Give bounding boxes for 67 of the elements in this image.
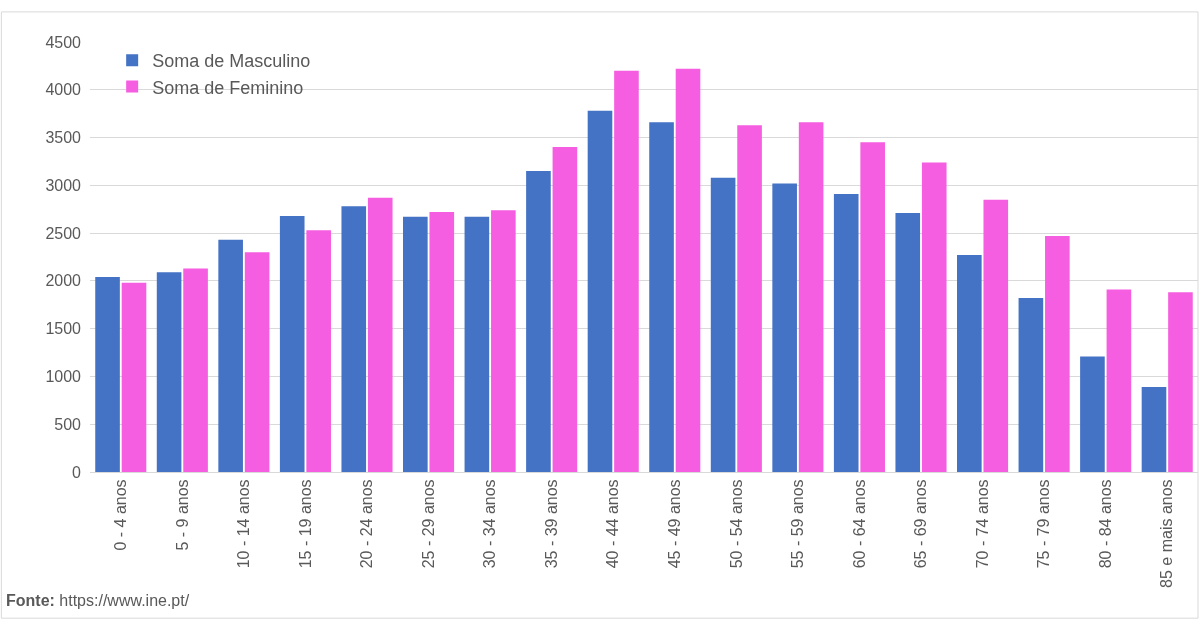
bar bbox=[1080, 356, 1105, 472]
y-tick-label: 2000 bbox=[45, 272, 82, 290]
bar bbox=[367, 197, 393, 472]
source-note: Fonte: https://www.ine.pt/ bbox=[6, 592, 190, 609]
bar bbox=[244, 252, 270, 472]
bar bbox=[649, 122, 674, 472]
bar bbox=[921, 162, 947, 472]
x-tick-label: 10 - 14 anos bbox=[235, 479, 253, 569]
bar bbox=[306, 230, 331, 472]
x-tick-label: 80 - 84 anos bbox=[1096, 479, 1114, 569]
x-tick-label: 65 - 69 anos bbox=[912, 479, 930, 569]
bar bbox=[156, 272, 182, 472]
bar bbox=[183, 268, 208, 472]
bar bbox=[587, 110, 613, 472]
bar bbox=[429, 212, 455, 472]
x-tick-label: 25 - 29 anos bbox=[419, 479, 437, 569]
bar bbox=[710, 177, 736, 472]
bar bbox=[1018, 298, 1044, 472]
bar bbox=[95, 277, 120, 472]
bar bbox=[895, 213, 921, 472]
bar bbox=[833, 193, 859, 472]
bar bbox=[1141, 386, 1167, 472]
bar bbox=[860, 142, 885, 472]
y-tick-label: 1500 bbox=[45, 320, 82, 338]
x-tick-label: 60 - 64 anos bbox=[850, 479, 868, 569]
bar bbox=[1168, 292, 1193, 472]
bar bbox=[464, 216, 490, 472]
x-tick-label: 50 - 54 anos bbox=[727, 479, 745, 569]
y-tick-label: 3000 bbox=[45, 176, 82, 194]
x-tick-label: 85 e mais anos bbox=[1158, 479, 1176, 588]
x-tick-label: 45 - 49 anos bbox=[665, 479, 683, 569]
bar bbox=[1106, 289, 1132, 472]
legend-label: Soma de Feminino bbox=[152, 77, 304, 98]
bar bbox=[121, 282, 147, 472]
x-tick-label: 15 - 19 anos bbox=[296, 479, 314, 569]
bar bbox=[957, 255, 982, 472]
y-tick-label: 4000 bbox=[45, 81, 82, 99]
x-tick-label: 0 - 4 anos bbox=[111, 479, 129, 551]
bar bbox=[675, 68, 701, 472]
y-tick-label: 1000 bbox=[45, 368, 82, 386]
bar bbox=[403, 216, 428, 472]
y-tick-label: 2500 bbox=[45, 224, 82, 242]
x-tick-label: 5 - 9 anos bbox=[173, 479, 191, 551]
bar bbox=[983, 199, 1009, 472]
x-tick-label: 35 - 39 anos bbox=[542, 479, 560, 569]
bar bbox=[798, 122, 824, 472]
bar bbox=[772, 183, 797, 472]
legend-label: Soma de Masculino bbox=[152, 51, 311, 72]
x-tick-label: 40 - 44 anos bbox=[604, 479, 622, 569]
y-tick-label: 0 bbox=[72, 463, 82, 481]
bar bbox=[552, 147, 578, 472]
x-tick-label: 70 - 74 anos bbox=[973, 479, 991, 569]
bar bbox=[491, 210, 516, 472]
bar bbox=[1045, 235, 1070, 472]
bar bbox=[279, 215, 305, 472]
bar bbox=[341, 206, 367, 472]
bar bbox=[218, 239, 243, 472]
bar bbox=[614, 70, 639, 472]
bar bbox=[526, 171, 551, 472]
x-tick-label: 75 - 79 anos bbox=[1035, 479, 1053, 569]
bar bbox=[737, 125, 762, 472]
x-tick-label: 55 - 59 anos bbox=[789, 479, 807, 569]
y-tick-label: 4500 bbox=[45, 33, 82, 51]
y-tick-label: 500 bbox=[54, 415, 82, 433]
x-tick-label: 20 - 24 anos bbox=[358, 479, 376, 569]
y-tick-label: 3500 bbox=[45, 129, 82, 147]
x-tick-label: 30 - 34 anos bbox=[481, 479, 499, 569]
